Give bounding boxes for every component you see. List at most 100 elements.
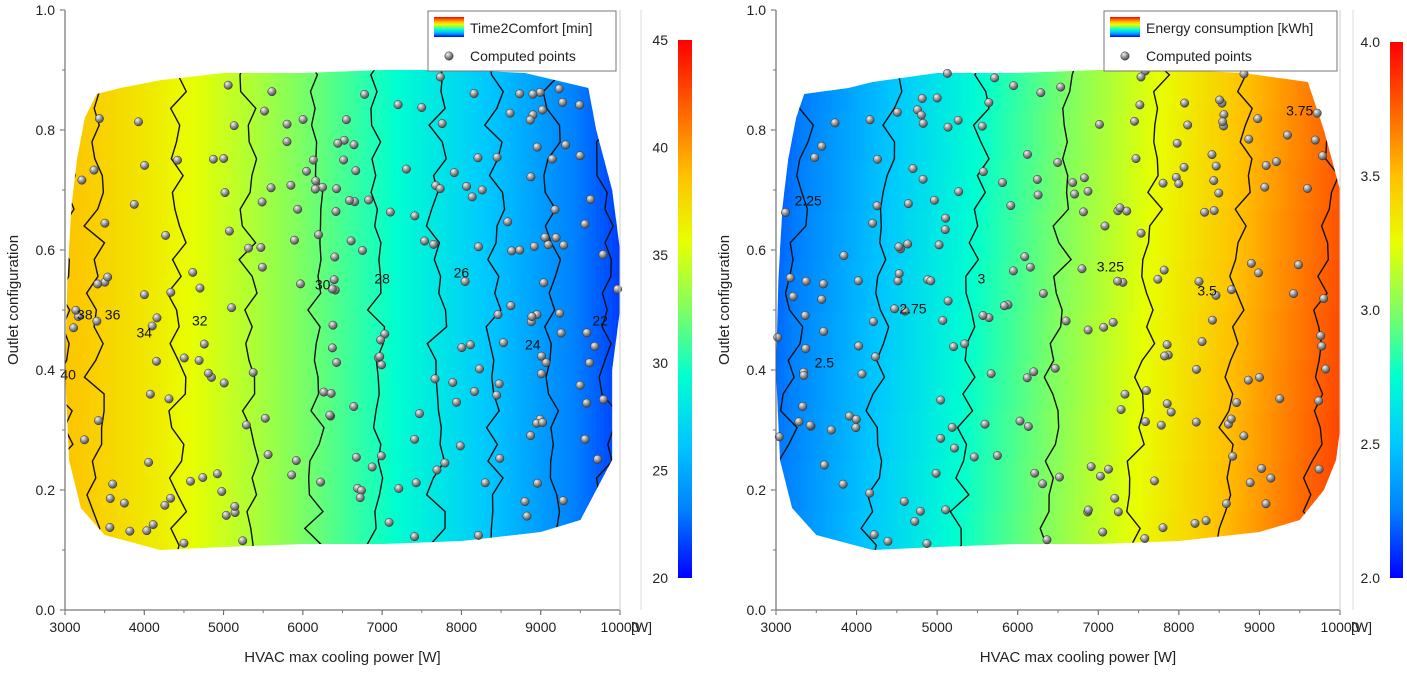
heat-cell — [80, 460, 86, 511]
computed-point — [810, 153, 820, 162]
heat-cell — [896, 460, 902, 511]
heat-cell — [925, 70, 930, 111]
heat-cell — [485, 260, 490, 311]
heat-cell — [255, 110, 261, 161]
heat-cell — [969, 160, 975, 211]
heat-cell — [386, 410, 391, 461]
heat-cell — [322, 70, 328, 111]
heat-cell — [1190, 210, 1196, 261]
heat-cell — [1178, 260, 1184, 311]
heat-cell — [390, 110, 395, 161]
heat-cell — [528, 360, 534, 411]
heat-cell — [1186, 460, 1192, 511]
heat-cell — [513, 210, 518, 261]
heat-cell — [604, 410, 609, 461]
heat-cell — [913, 110, 918, 161]
heat-cell — [172, 110, 177, 161]
heat-cell — [985, 210, 991, 261]
heat-cell — [893, 10, 898, 61]
heat-cell — [860, 310, 866, 361]
heat-cell — [957, 360, 963, 411]
heat-cell — [921, 460, 926, 511]
heat-cell — [1227, 260, 1232, 311]
computed-point — [166, 287, 176, 297]
computed-point — [978, 167, 988, 177]
heat-cell — [804, 560, 809, 611]
heat-cell — [804, 410, 809, 461]
heat-cell — [880, 110, 886, 161]
computed-point — [941, 505, 951, 515]
heat-cell — [1062, 510, 1067, 550]
heat-cell — [1283, 460, 1289, 511]
heat-cell — [1058, 160, 1063, 211]
heat-cell — [1150, 460, 1156, 511]
heat-cell — [73, 560, 78, 611]
heat-cell — [588, 560, 593, 611]
heat-cell — [896, 110, 902, 161]
heat-cell — [109, 560, 114, 611]
computed-point — [1162, 399, 1172, 409]
heat-cell — [132, 410, 138, 461]
computed-point — [411, 478, 421, 488]
heat-cell — [430, 560, 435, 611]
heat-cell — [1074, 310, 1079, 361]
heat-cell — [1098, 310, 1104, 361]
heat-cell — [1267, 410, 1273, 461]
heat-cell — [425, 210, 431, 261]
legend-point-swatch — [444, 51, 454, 61]
heat-cell — [1211, 360, 1216, 411]
heat-cell — [449, 110, 455, 161]
heat-cell — [564, 210, 570, 261]
heat-cell — [1158, 310, 1164, 361]
heat-cell — [501, 110, 506, 161]
heatmap-surface — [776, 10, 1340, 611]
heat-cell — [354, 110, 360, 161]
heat-cell — [1114, 160, 1120, 211]
computed-point — [1099, 322, 1109, 332]
heat-cell — [465, 560, 470, 611]
heat-cell — [780, 110, 785, 161]
heat-cell — [1283, 70, 1289, 111]
heat-cell — [997, 360, 1003, 411]
computed-point — [918, 174, 928, 184]
heat-cell — [513, 70, 518, 111]
computed-point — [410, 211, 420, 221]
heat-cell — [505, 110, 510, 161]
heat-cell — [160, 10, 165, 61]
heat-cell — [156, 310, 161, 361]
heat-cell — [1058, 560, 1063, 611]
heat-cell — [1110, 210, 1116, 261]
heat-cell — [485, 560, 490, 611]
heat-cell — [904, 210, 910, 261]
heat-cell — [239, 110, 245, 161]
heat-cell — [524, 110, 530, 161]
heat-cell — [247, 510, 253, 550]
heat-cell — [1247, 560, 1252, 611]
heat-cell — [453, 70, 459, 111]
heat-cell — [417, 160, 423, 211]
heat-cell — [812, 410, 818, 461]
heat-cell — [93, 10, 98, 61]
heat-cell — [884, 410, 890, 461]
heat-cell — [888, 310, 894, 361]
heat-cell — [235, 510, 241, 550]
computed-point — [1098, 527, 1108, 537]
heat-cell — [263, 310, 268, 361]
heat-cell — [929, 410, 934, 461]
heat-cell — [1106, 560, 1111, 611]
heat-cell — [227, 260, 233, 311]
heat-cell — [868, 460, 874, 511]
heat-cell — [211, 160, 217, 211]
computed-point — [1096, 471, 1105, 481]
heat-cell — [877, 560, 882, 611]
heat-cell — [1231, 160, 1236, 211]
heat-cell — [552, 360, 558, 411]
computed-point — [290, 235, 299, 245]
heat-cell — [1162, 510, 1168, 550]
heat-cell — [1029, 410, 1035, 461]
computed-point — [818, 279, 828, 289]
heat-cell — [612, 510, 617, 550]
heat-cell — [294, 160, 300, 211]
y-tick-label: 0.0 — [747, 602, 767, 618]
heat-cell — [1199, 560, 1204, 611]
